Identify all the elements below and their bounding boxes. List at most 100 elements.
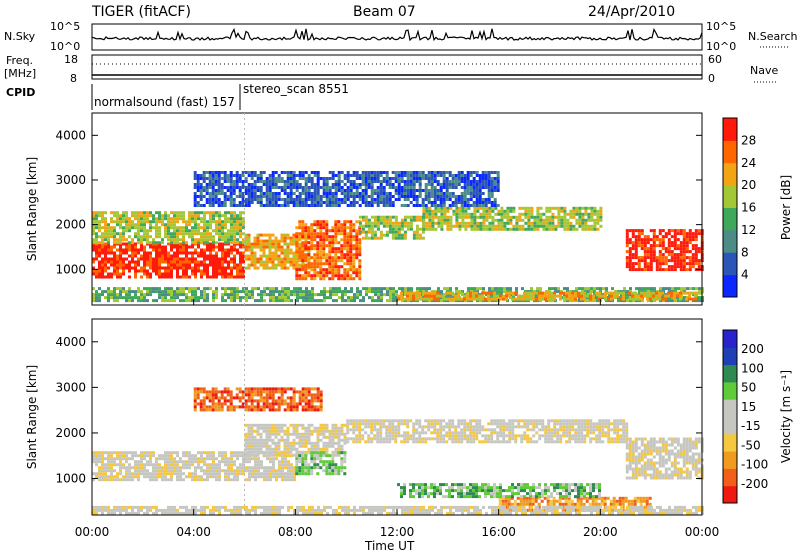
power-cell: [223, 192, 227, 195]
power-cell: [152, 260, 155, 264]
power-cell: [472, 294, 475, 298]
velocity-cell: [283, 429, 287, 433]
power-cell: [646, 250, 650, 254]
power-cell: [218, 242, 221, 246]
power-cell: [274, 186, 278, 189]
power-cell: [503, 287, 506, 291]
power-cell: [308, 296, 311, 300]
power-cell: [584, 218, 588, 222]
power-cell: [113, 220, 116, 224]
power-cell: [346, 186, 350, 189]
power-cell: [412, 297, 415, 301]
power-cell: [550, 291, 553, 295]
power-cell: [256, 198, 260, 201]
power-cell: [98, 272, 101, 276]
power-cell: [131, 266, 134, 270]
power-cell: [295, 250, 299, 254]
power-cell: [557, 212, 561, 216]
power-cell: [280, 266, 284, 270]
power-cell: [370, 183, 374, 186]
power-cell: [305, 296, 308, 300]
power-cell: [496, 294, 499, 298]
velocity-cell: [215, 472, 218, 476]
power-cell: [170, 245, 173, 249]
power-cell: [298, 238, 302, 242]
power-cell: [247, 192, 251, 195]
power-cell: [437, 206, 441, 210]
power-cell: [215, 260, 218, 264]
velocity-cell: [125, 457, 128, 461]
power-cell: [481, 201, 485, 204]
power-cell: [658, 241, 662, 245]
power-cell: [475, 186, 479, 189]
power-cell: [191, 235, 194, 239]
power-cell: [113, 266, 116, 270]
power-cell: [694, 232, 698, 236]
power-cell: [259, 257, 263, 261]
power-cell: [155, 226, 158, 230]
power-cell: [388, 224, 392, 228]
power-cell: [631, 253, 635, 257]
power-cell: [418, 186, 422, 189]
power-cell: [436, 174, 440, 177]
power-cell: [239, 272, 242, 276]
power-cell: [283, 186, 287, 189]
power-cell: [467, 215, 471, 219]
power-cell: [292, 192, 296, 195]
power-cell: [340, 171, 344, 174]
power-cell: [158, 232, 161, 236]
velocity-cell: [250, 426, 254, 430]
velocity-cell: [113, 457, 116, 461]
power-cell: [322, 250, 326, 254]
power-cell: [179, 248, 182, 252]
power-cell: [400, 221, 404, 225]
power-cell: [238, 195, 242, 198]
power-cell: [415, 297, 418, 301]
power-cell: [461, 215, 465, 219]
power-cell: [361, 224, 365, 228]
velocity-cell: [170, 463, 173, 467]
power-cell: [280, 260, 284, 264]
power-cell: [253, 245, 257, 249]
power-cell: [673, 265, 677, 269]
power-cell: [644, 287, 647, 291]
power-cell: [322, 253, 326, 257]
power-cell: [628, 253, 632, 257]
velocity-cell: [191, 460, 194, 464]
velocity-cell: [182, 472, 185, 476]
power-cell: [658, 297, 661, 301]
power-cell: [164, 266, 167, 270]
power-cell: [319, 277, 323, 281]
power-cell: [346, 277, 350, 281]
power-cell: [463, 201, 467, 204]
power-cell: [128, 263, 131, 267]
power-cell: [308, 293, 311, 297]
power-cell: [259, 195, 263, 198]
velocity-cell: [131, 457, 134, 461]
power-cell: [224, 260, 227, 264]
power-cell: [230, 290, 233, 294]
power-cell: [110, 275, 113, 279]
power-cell: [238, 189, 242, 192]
power-cell: [379, 192, 383, 195]
power-cell: [281, 293, 284, 297]
power-cell: [679, 247, 683, 251]
velocity-cell: [128, 463, 131, 467]
power-cell: [658, 291, 661, 295]
power-cell: [325, 244, 329, 248]
velocity-cell: [283, 432, 287, 436]
power-cell: [565, 297, 568, 301]
velocity-cell: [110, 451, 113, 455]
power-cell: [586, 294, 589, 298]
power-cell: [683, 287, 686, 291]
power-cell: [140, 211, 143, 215]
power-cell: [188, 299, 191, 303]
velocity-cell: [104, 469, 107, 473]
power-cell: [445, 189, 449, 192]
power-cell: [500, 209, 504, 213]
velocity-cell: [122, 463, 125, 467]
power-cell: [694, 291, 697, 295]
power-cell: [289, 192, 293, 195]
power-cell: [385, 201, 389, 204]
power-cell: [223, 171, 227, 174]
